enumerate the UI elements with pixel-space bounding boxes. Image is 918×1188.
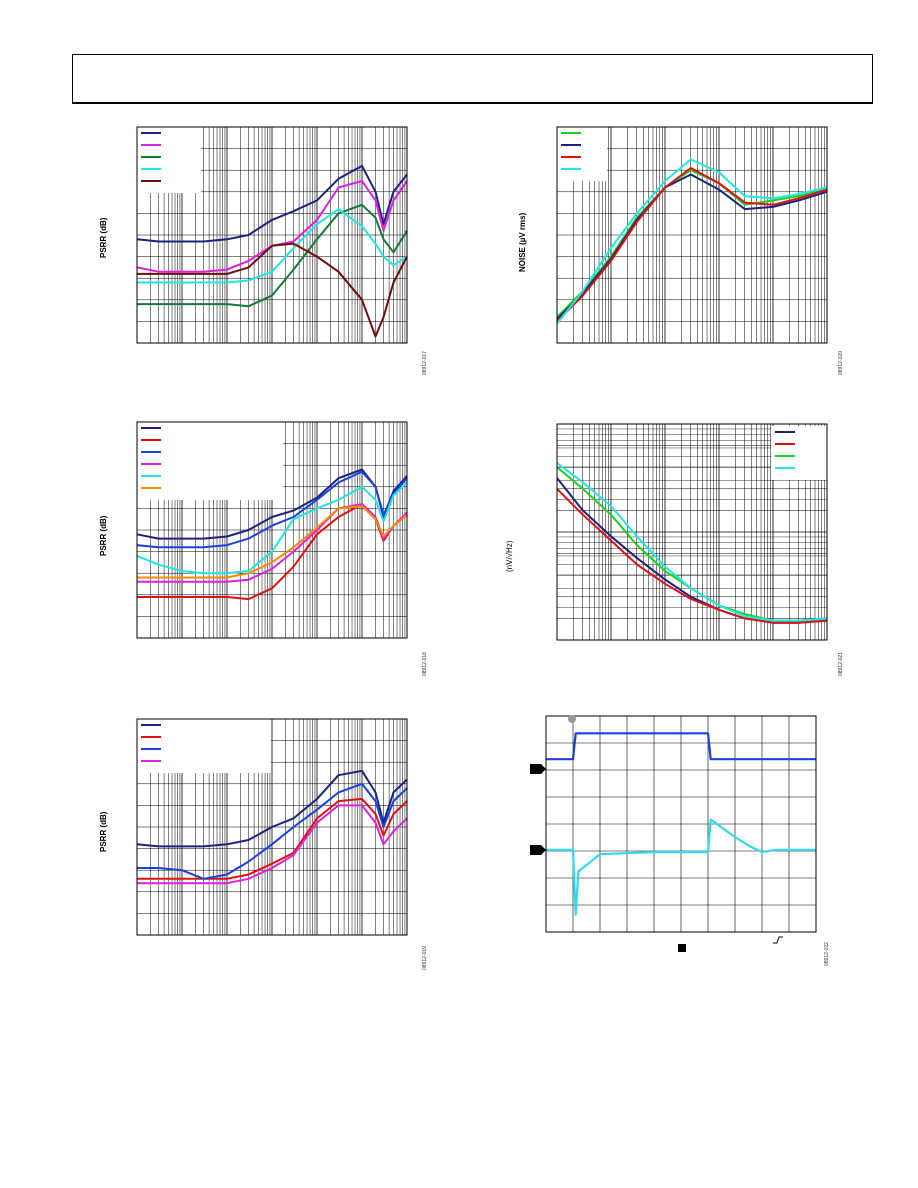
trigger-edge-icon: [773, 936, 783, 944]
series-line-0: [136, 769, 408, 848]
series-line-4: [137, 242, 408, 338]
grid: [136, 126, 407, 344]
page-header-box: [72, 54, 873, 104]
plot-frame: [545, 715, 817, 933]
series-line-1: [556, 173, 828, 320]
series-line-1: [136, 180, 408, 273]
series-line-2: [137, 782, 408, 880]
series-line-0: [546, 732, 816, 761]
chart-scope-plot: [545, 715, 817, 933]
chart-psrr-2: [136, 421, 408, 639]
legend-box: [771, 426, 827, 480]
channel-2-marker-icon: [530, 845, 546, 855]
plot-frame: [136, 421, 408, 639]
series-line-2: [556, 167, 828, 323]
series-line-3: [137, 208, 408, 284]
channel-1-marker-icon: [530, 764, 546, 774]
grid: [136, 718, 407, 936]
legend-box: [137, 422, 283, 500]
series-line-3: [556, 158, 828, 325]
chart-noise-density-plot: [556, 423, 828, 641]
chart-noise: [556, 126, 828, 344]
trigger-marker-icon: [568, 715, 576, 723]
chart-psrr-3-plot: [136, 718, 408, 936]
legend-box: [137, 719, 271, 773]
series-line-0: [556, 169, 828, 318]
plot-frame: [136, 126, 408, 344]
series-line-1: [546, 818, 816, 916]
chart-psrr-1: [136, 126, 408, 344]
chart-psrr-1-plot: [136, 126, 408, 344]
series-line-5: [137, 505, 408, 579]
series-line-2: [137, 203, 408, 308]
series-line-1: [556, 488, 828, 624]
series-line-3: [137, 804, 408, 885]
series-line-0: [136, 164, 408, 243]
chart-noise-density: [556, 423, 828, 641]
chart-scope: [545, 715, 817, 933]
plot-frame: [556, 423, 828, 641]
legend-box: [557, 127, 607, 181]
plot-frame: [556, 126, 828, 344]
chart-noise-plot: [556, 126, 828, 344]
chart-psrr-3: [136, 718, 408, 936]
series-line-1: [137, 797, 408, 880]
chart-psrr-2-plot: [136, 421, 408, 639]
plot-frame: [136, 718, 408, 936]
grid: [556, 126, 827, 344]
series-line-2: [136, 470, 408, 549]
stop-square-icon: [678, 944, 686, 952]
series-line-3: [556, 462, 828, 622]
series-line-4: [136, 481, 408, 575]
